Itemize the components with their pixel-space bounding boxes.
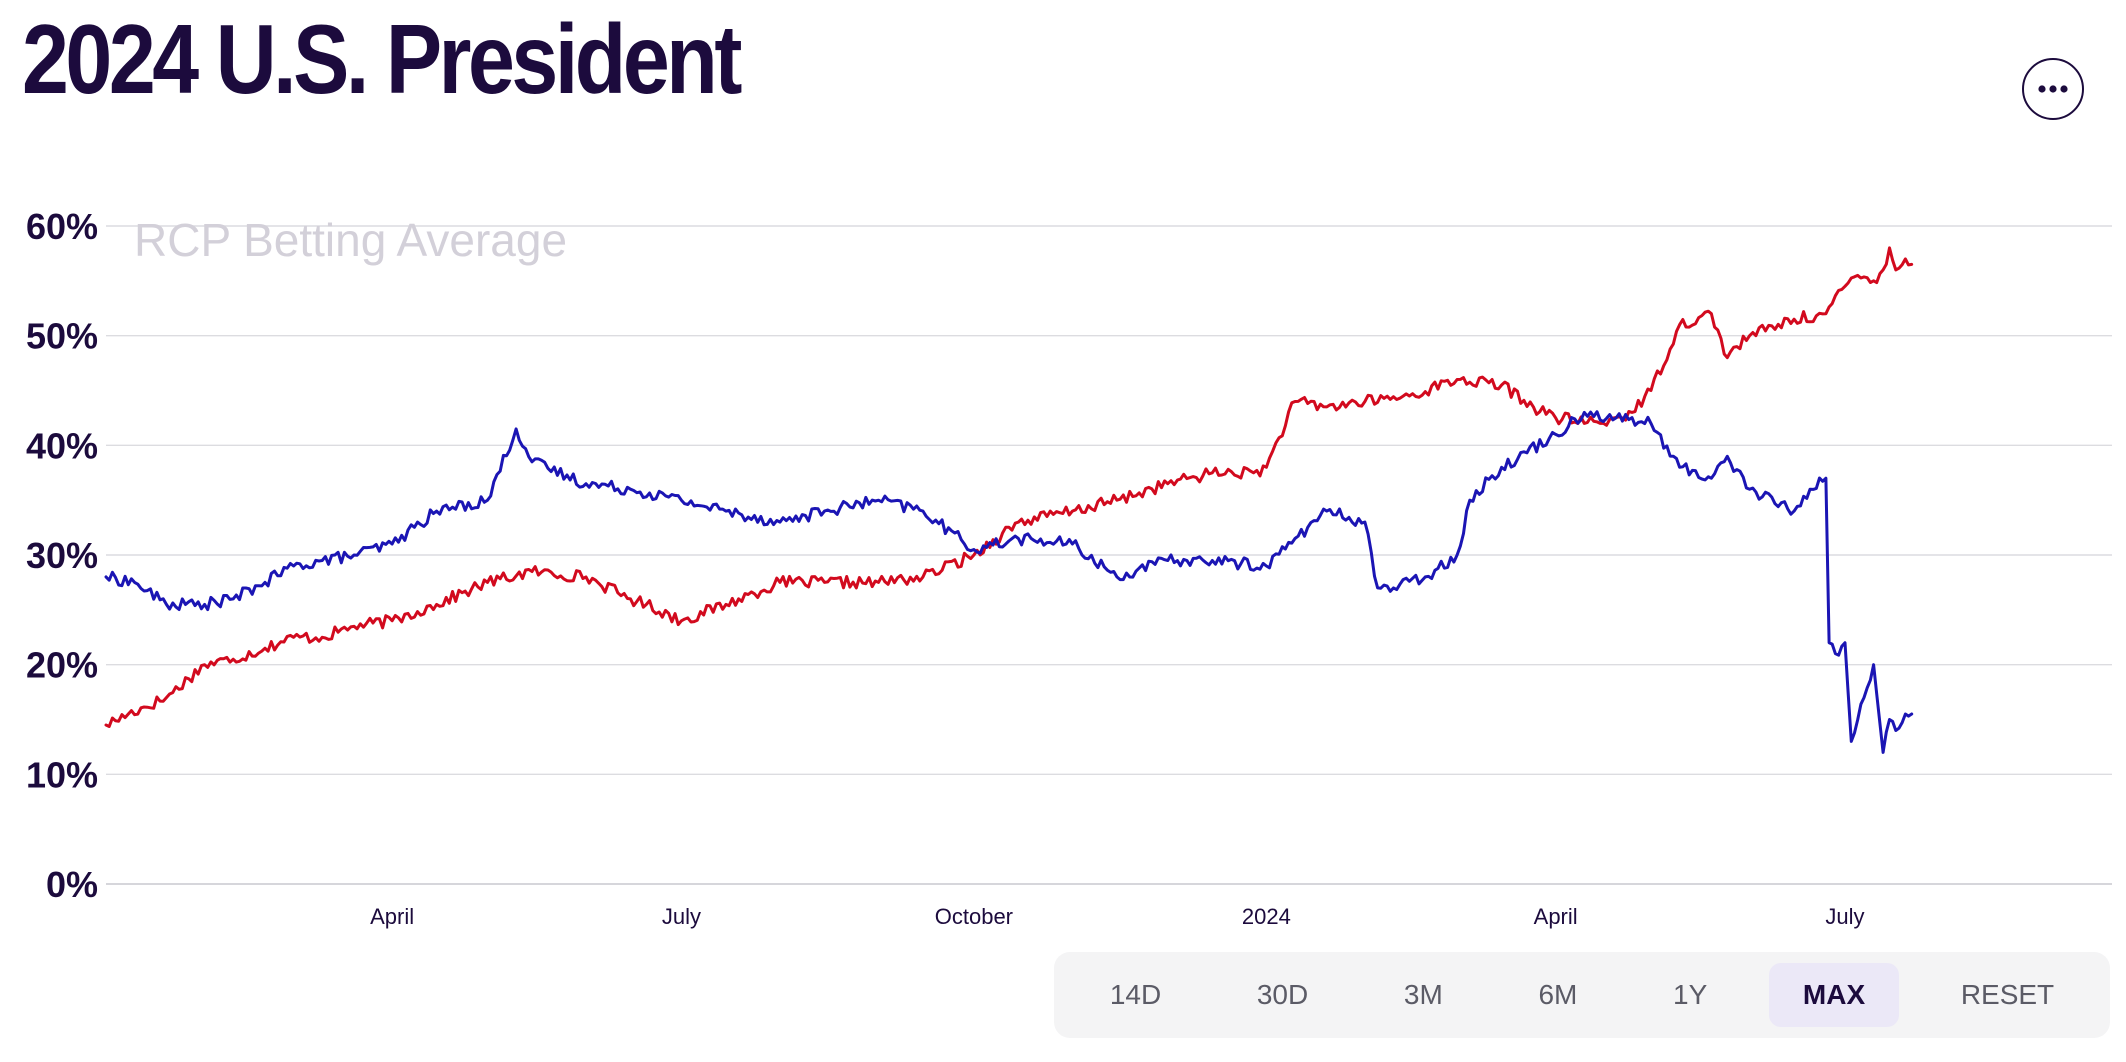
grid-lines [106,225,2112,885]
range-button-reset[interactable]: RESET [1960,979,2055,1010]
x-tick-label: April [1534,904,1578,929]
y-tick-label: 30% [26,535,98,576]
line-chart: 0% 10% 20% 30% 40% 50% 60% April July October 202… [26,206,2112,929]
series-lines [104,246,1914,754]
range-button-max[interactable]: MAX [1768,963,1900,1027]
y-tick-label: 40% [26,425,98,466]
series-line-2 [104,410,1914,754]
more-options-button[interactable] [2022,58,2084,120]
x-tick-label: July [1825,904,1864,929]
y-tick-label: 60% [26,206,98,247]
time-range-selector: 14D 30D 3M 6M 1Y MAX RESET [1054,952,2110,1038]
ellipsis-icon [2038,85,2068,93]
x-axis-ticks: April July October 2024 April July [370,904,1864,929]
x-tick-label: July [662,904,701,929]
range-button-3m[interactable]: 3M [1403,979,1443,1010]
page-title: 2024 U.S. President [22,4,742,114]
range-button-6m[interactable]: 6M [1538,979,1578,1010]
y-tick-label: 20% [26,645,98,686]
y-tick-label: 50% [26,316,98,357]
y-tick-label: 10% [26,754,98,795]
y-tick-label: 0% [46,864,98,905]
x-tick-label: 2024 [1242,904,1291,929]
chart-watermark-title: RCP Betting Average [134,214,567,266]
x-tick-label: April [370,904,414,929]
range-button-14d[interactable]: 14D [1109,979,1162,1010]
range-button-30d[interactable]: 30D [1256,979,1309,1010]
y-axis-ticks: 0% 10% 20% 30% 40% 50% 60% [26,206,98,905]
series-line-1 [104,246,1914,728]
x-tick-label: October [935,904,1013,929]
range-button-1y[interactable]: 1Y [1673,979,1708,1010]
